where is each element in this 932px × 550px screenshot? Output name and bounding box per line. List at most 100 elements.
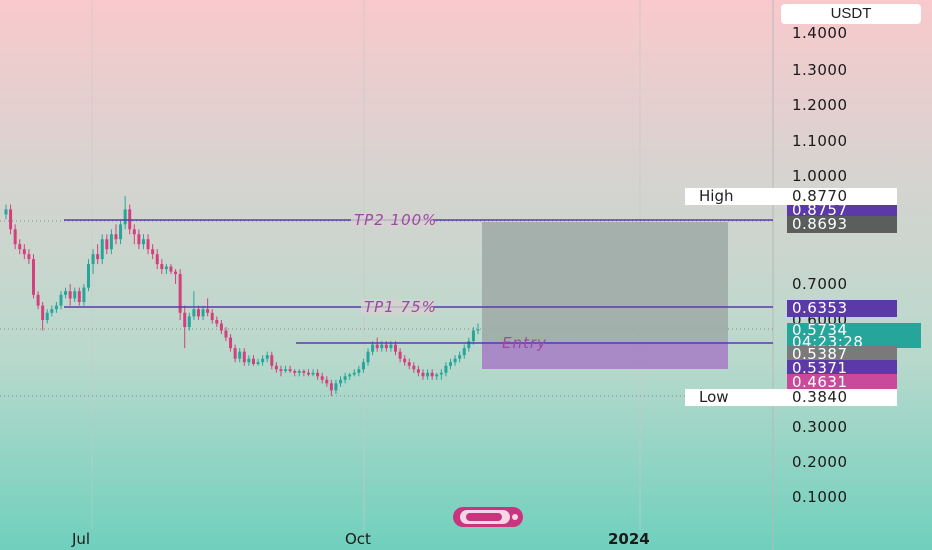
- candle-body: [146, 239, 150, 250]
- candle-body: [270, 355, 274, 366]
- candle-body: [82, 287, 86, 302]
- candle-body: [251, 358, 255, 364]
- candle-body: [91, 254, 95, 265]
- price-tag: 0.5371: [787, 360, 897, 377]
- time-tick-label: Oct: [345, 530, 371, 548]
- candle-body: [439, 372, 443, 375]
- candle-body: [196, 309, 200, 317]
- candle-body: [100, 239, 104, 260]
- candle-body: [36, 294, 40, 306]
- price-tag: 0.5734 04:23:28: [787, 323, 921, 351]
- candle-body: [105, 239, 109, 250]
- candle-body: [86, 264, 90, 288]
- candle-body: [261, 358, 265, 363]
- candle-body: [229, 337, 233, 349]
- candle-body: [288, 369, 292, 372]
- price-tag: 0.5387: [787, 346, 897, 363]
- candle-body: [178, 274, 182, 313]
- candlestick-series: [4, 196, 480, 396]
- price-tick-label: 1.3000: [792, 61, 848, 79]
- candle-body: [306, 372, 310, 375]
- candle-body: [316, 372, 320, 377]
- candle-body: [476, 329, 480, 331]
- price-tick-label: 0.2000: [792, 453, 848, 471]
- countdown-timer: 04:23:28: [792, 333, 864, 351]
- price-tag-value: 0.6353: [792, 299, 848, 317]
- candle-body: [311, 372, 315, 375]
- level-line-label-bg: [361, 299, 434, 315]
- candle-body: [297, 371, 301, 373]
- price-tick-label: 1.0000: [792, 167, 848, 185]
- candle-body: [68, 291, 72, 299]
- candle-body: [41, 305, 45, 320]
- candle-body: [371, 344, 375, 352]
- candle-body: [325, 379, 329, 384]
- candle-body: [27, 254, 31, 260]
- candle-body: [45, 312, 49, 320]
- candle-body: [357, 369, 361, 373]
- candle-body: [274, 365, 278, 370]
- candle-body: [471, 330, 475, 342]
- price-tag-value: 0.8693: [792, 215, 848, 233]
- level-line-label-bg: [351, 212, 433, 228]
- price-tag-value: 0.5387: [792, 345, 848, 363]
- price-tick-label: 0.7000: [792, 275, 848, 293]
- candle-body: [183, 312, 187, 328]
- high-value: 0.8770: [787, 188, 897, 205]
- candle-body: [137, 234, 141, 245]
- candle-body: [73, 291, 77, 299]
- candle-body: [462, 348, 466, 356]
- candle-body: [123, 209, 127, 225]
- price-tick-label: 0.1000: [792, 488, 848, 506]
- candle-body: [458, 355, 462, 359]
- candle-body: [334, 383, 338, 391]
- candle-body: [242, 351, 246, 363]
- candle-body: [361, 362, 365, 370]
- candle-body: [247, 358, 251, 363]
- candle-body: [366, 351, 370, 363]
- candle-body: [206, 309, 210, 313]
- price-tick-label: 1.4000: [792, 24, 848, 42]
- target-zone: [482, 222, 728, 342]
- candle-body: [453, 358, 457, 363]
- candle-body: [96, 254, 100, 260]
- candle-body: [284, 369, 288, 372]
- candle-body: [169, 266, 173, 272]
- currency-unit-label[interactable]: USDT: [781, 4, 921, 24]
- candle-body: [215, 320, 219, 324]
- time-tick-label: Jul: [72, 530, 91, 548]
- candle-body: [256, 362, 260, 364]
- price-tag: 0.6353: [787, 300, 897, 317]
- candle-body: [293, 371, 297, 373]
- time-tick-label: 2024: [608, 530, 650, 548]
- price-tag-value: 0.5371: [792, 359, 848, 377]
- candle-body: [64, 291, 68, 295]
- candle-body: [22, 249, 26, 255]
- price-tag: 0.8693: [787, 216, 897, 233]
- high-label: High: [685, 188, 787, 205]
- candle-body: [219, 323, 223, 331]
- candle-body: [435, 374, 439, 377]
- candle-body: [352, 372, 356, 375]
- candle-body: [160, 264, 164, 270]
- candle-body: [329, 383, 333, 391]
- candle-body: [416, 369, 420, 373]
- candle-body: [54, 305, 58, 310]
- candle-body: [302, 371, 306, 373]
- candle-body: [31, 259, 35, 295]
- candle-body: [174, 271, 178, 275]
- candle-body: [187, 316, 191, 328]
- price-tag: 0.8757: [787, 202, 897, 219]
- candle-body: [50, 309, 54, 313]
- candle-body: [467, 341, 471, 349]
- level-line-label: Entry: [502, 334, 547, 352]
- candle-body: [4, 209, 8, 215]
- candle-body: [389, 344, 393, 349]
- candle-body: [119, 224, 123, 240]
- level-lines: TP2 100% TP1 75% Entry: [64, 211, 773, 352]
- candle-body: [18, 244, 22, 250]
- candle-body: [421, 372, 425, 377]
- candle-body: [375, 344, 379, 349]
